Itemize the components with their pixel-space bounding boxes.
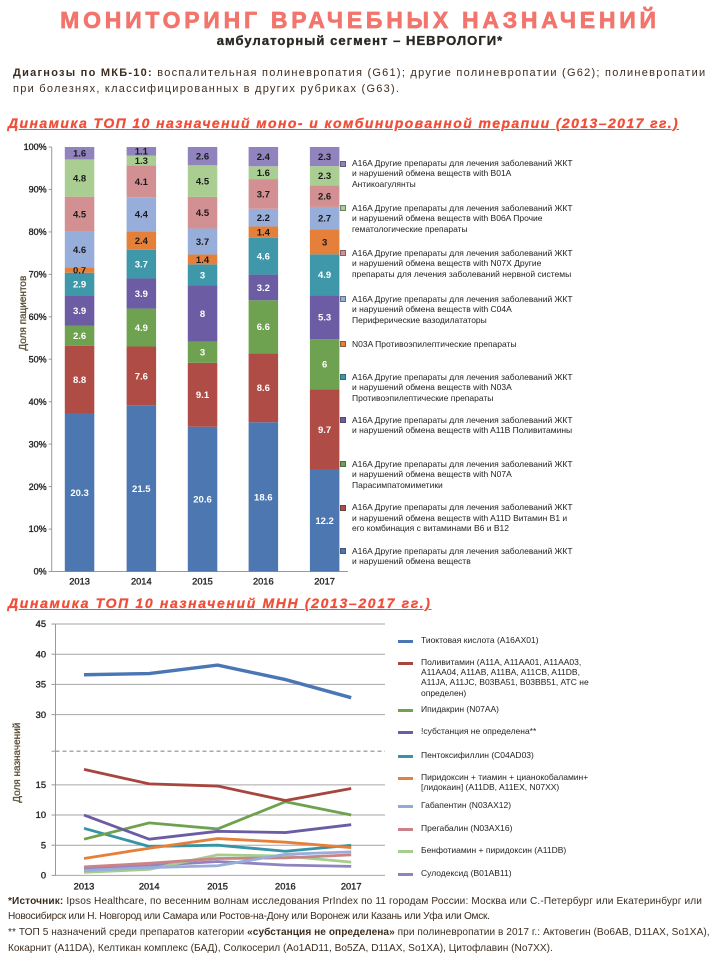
svg-text:2.3: 2.3 xyxy=(318,152,331,163)
svg-text:4.1: 4.1 xyxy=(135,177,149,188)
svg-text:2.4: 2.4 xyxy=(135,236,149,247)
svg-text:2.2: 2.2 xyxy=(257,213,270,224)
svg-text:2.6: 2.6 xyxy=(196,152,209,163)
svg-text:4.8: 4.8 xyxy=(73,173,86,184)
svg-text:10%: 10% xyxy=(29,524,47,534)
svg-text:30: 30 xyxy=(36,710,46,720)
svg-text:4.9: 4.9 xyxy=(318,270,331,281)
svg-text:1.6: 1.6 xyxy=(73,149,86,160)
svg-text:2.3: 2.3 xyxy=(318,171,331,182)
svg-text:2016: 2016 xyxy=(275,881,296,891)
svg-text:5: 5 xyxy=(41,840,46,850)
svg-text:20.3: 20.3 xyxy=(70,488,89,499)
svg-text:0: 0 xyxy=(41,871,46,881)
svg-text:70%: 70% xyxy=(29,270,47,280)
svg-text:2014: 2014 xyxy=(139,881,160,891)
svg-text:50%: 50% xyxy=(29,354,47,364)
svg-text:20.6: 20.6 xyxy=(193,495,212,506)
svg-text:3: 3 xyxy=(322,237,327,248)
svg-text:1.4: 1.4 xyxy=(196,255,210,266)
svg-text:3.7: 3.7 xyxy=(135,260,148,271)
svg-text:4.6: 4.6 xyxy=(73,245,86,256)
svg-text:4.5: 4.5 xyxy=(73,210,87,221)
svg-text:2.4: 2.4 xyxy=(257,152,271,163)
svg-text:40: 40 xyxy=(36,649,46,659)
svg-text:18.6: 18.6 xyxy=(254,492,273,503)
svg-text:1.3: 1.3 xyxy=(135,156,148,167)
svg-text:40%: 40% xyxy=(29,397,47,407)
svg-text:2014: 2014 xyxy=(131,577,152,587)
svg-text:2013: 2013 xyxy=(69,577,90,587)
svg-text:4.5: 4.5 xyxy=(196,208,210,219)
svg-text:2.6: 2.6 xyxy=(318,192,331,203)
svg-text:0%: 0% xyxy=(34,567,47,577)
svg-text:2015: 2015 xyxy=(192,577,213,587)
svg-text:0.7: 0.7 xyxy=(73,265,86,276)
svg-text:90%: 90% xyxy=(29,185,47,195)
svg-text:6.6: 6.6 xyxy=(257,322,270,333)
svg-text:9.1: 9.1 xyxy=(196,390,210,401)
svg-text:2016: 2016 xyxy=(253,577,274,587)
svg-text:100%: 100% xyxy=(24,142,47,152)
svg-text:8: 8 xyxy=(200,309,205,320)
svg-text:4.5: 4.5 xyxy=(196,176,210,187)
svg-text:80%: 80% xyxy=(29,227,47,237)
svg-text:35: 35 xyxy=(36,680,46,690)
svg-text:4.9: 4.9 xyxy=(135,323,148,334)
svg-text:1.6: 1.6 xyxy=(257,168,270,179)
svg-text:3.9: 3.9 xyxy=(73,306,86,317)
svg-text:2015: 2015 xyxy=(207,881,228,891)
svg-text:2017: 2017 xyxy=(341,881,362,891)
svg-text:3.9: 3.9 xyxy=(135,289,148,300)
svg-text:8.8: 8.8 xyxy=(73,375,86,386)
svg-text:2017: 2017 xyxy=(314,577,335,587)
svg-text:2013: 2013 xyxy=(74,881,95,891)
svg-text:6: 6 xyxy=(322,360,327,371)
svg-text:4.4: 4.4 xyxy=(135,210,149,221)
svg-text:9.7: 9.7 xyxy=(318,425,331,436)
svg-text:Доля назначений: Доля назначений xyxy=(12,723,23,803)
svg-text:20%: 20% xyxy=(29,482,47,492)
svg-text:3: 3 xyxy=(200,270,205,281)
svg-text:3.7: 3.7 xyxy=(196,237,209,248)
svg-text:21.5: 21.5 xyxy=(132,484,151,495)
svg-text:30%: 30% xyxy=(29,439,47,449)
svg-text:60%: 60% xyxy=(29,312,47,322)
svg-text:3: 3 xyxy=(200,348,205,359)
svg-text:1.4: 1.4 xyxy=(257,227,271,238)
svg-text:1.1: 1.1 xyxy=(135,147,149,158)
svg-text:2.9: 2.9 xyxy=(73,279,86,290)
svg-text:7.6: 7.6 xyxy=(135,371,148,382)
svg-text:2.6: 2.6 xyxy=(73,331,86,342)
svg-text:3.2: 3.2 xyxy=(257,283,270,294)
svg-text:2.7: 2.7 xyxy=(318,214,331,225)
svg-text:5.3: 5.3 xyxy=(318,313,331,324)
svg-text:12.2: 12.2 xyxy=(315,516,334,527)
svg-text:8.6: 8.6 xyxy=(257,383,270,394)
svg-text:Доля пациентов: Доля пациентов xyxy=(18,276,29,351)
svg-text:45: 45 xyxy=(36,619,46,629)
svg-text:15: 15 xyxy=(36,780,46,790)
svg-text:3.7: 3.7 xyxy=(257,189,270,200)
svg-text:4.6: 4.6 xyxy=(257,252,270,263)
svg-text:10: 10 xyxy=(36,810,46,820)
